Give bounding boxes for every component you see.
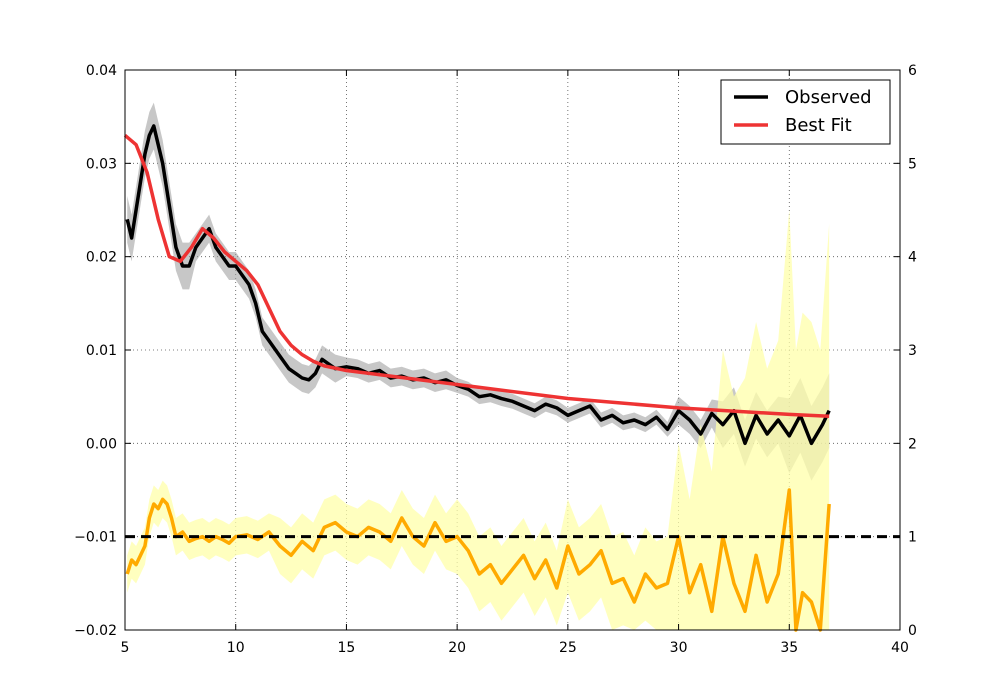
y-tick-label: 0.04 [86, 63, 117, 79]
y2-tick-label: 4 [908, 250, 917, 266]
uncertainty-band-observed [127, 102, 830, 481]
x-tick-label: 20 [448, 640, 466, 656]
y-tick-label: −0.02 [74, 623, 117, 639]
legend-box [720, 79, 891, 145]
x-tick-label: 35 [780, 640, 798, 656]
legend-label-best-fit: Best Fit [785, 115, 852, 136]
legend-label-observed: Observed [785, 87, 872, 108]
series-line-observed [125, 124, 831, 446]
y-tick-label: 0.01 [86, 343, 117, 359]
x-tick-label: 5 [121, 640, 130, 656]
y-tick-label: −0.01 [74, 530, 117, 546]
y-tick-label: 0.03 [86, 156, 117, 172]
x-tick-label: 10 [227, 640, 245, 656]
series-line-series-2 [125, 488, 831, 632]
x-tick-label: 15 [338, 640, 356, 656]
axis-ticks: 5 10 15 20 25 30 35 40−0.02−0.010.000.010.020.0… [74, 63, 917, 656]
uncertainty-band-series-2 [127, 210, 830, 630]
x-tick-label: 25 [559, 640, 577, 656]
y2-tick-label: 3 [908, 343, 917, 359]
series-lines [123, 124, 831, 632]
x-tick-label: 30 [670, 640, 688, 656]
x-tick-label: 40 [891, 640, 909, 656]
y2-tick-label: 6 [908, 63, 917, 79]
y-tick-label: 0.02 [86, 250, 117, 266]
y2-tick-label: 5 [908, 156, 917, 172]
y2-tick-label: 2 [908, 436, 917, 452]
uncertainty-bands [127, 102, 830, 630]
y2-tick-label: 1 [908, 530, 917, 546]
series-line-best-fit [123, 133, 830, 419]
y-tick-label: 0.00 [86, 436, 117, 452]
y2-tick-label: 0 [908, 623, 917, 639]
legend: Observed Best Fit [720, 79, 891, 145]
